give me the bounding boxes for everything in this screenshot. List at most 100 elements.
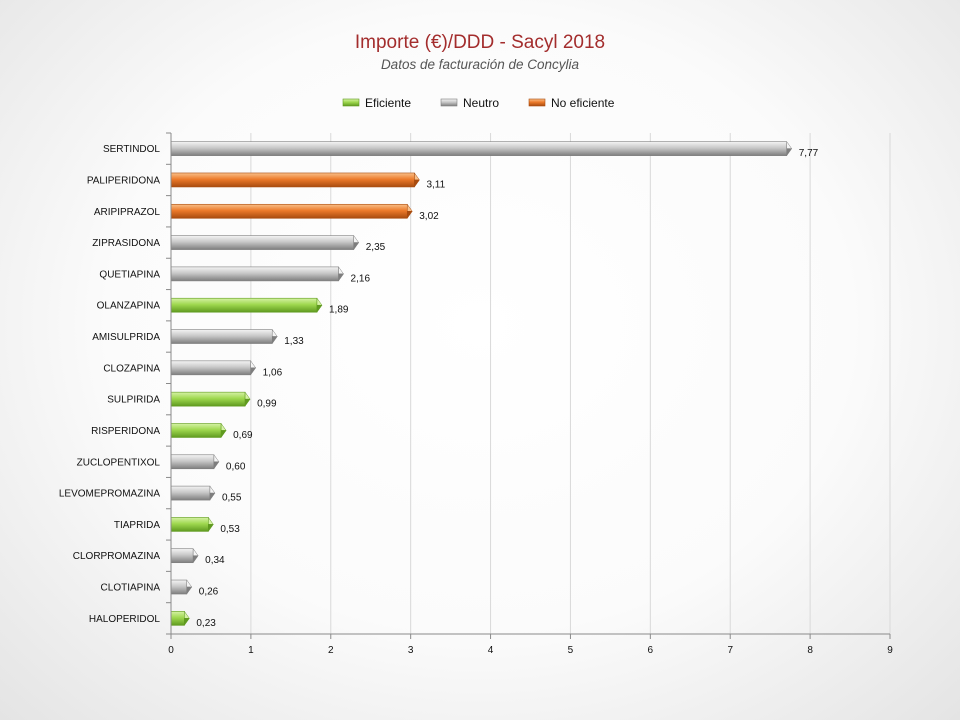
value-label: 0,34 xyxy=(205,555,225,566)
x-tick-label: 8 xyxy=(807,645,813,656)
category-label: AMISULPRIDA xyxy=(92,332,160,343)
bar xyxy=(170,391,246,407)
bar-cap xyxy=(244,398,251,407)
legend-item: No eficiente xyxy=(528,96,615,110)
bar xyxy=(170,203,408,219)
category-label: QUETIAPINA xyxy=(99,269,160,280)
legend-swatch xyxy=(528,98,546,107)
value-label: 1,33 xyxy=(284,336,304,347)
bar xyxy=(170,548,194,564)
bar xyxy=(170,360,251,376)
bar-cap xyxy=(250,360,257,369)
bar-cap xyxy=(208,516,214,525)
bar-cap xyxy=(244,391,251,400)
x-tick-label: 6 xyxy=(648,645,654,656)
bar-cap xyxy=(316,297,323,306)
bars: SERTINDOL 7,77 PALIPERIDONA 3,11 ARIPIPRAZOL… xyxy=(59,140,819,629)
chart-title: Importe (€)/DDD - Sacyl 2018 xyxy=(354,32,606,53)
category-label: SULPIRIDA xyxy=(107,395,160,406)
bar xyxy=(170,485,211,501)
category-label: RISPERIDONA xyxy=(91,426,160,437)
bar-cap xyxy=(192,555,199,564)
bar-cap xyxy=(786,148,793,157)
category-label: TIAPRIDA xyxy=(114,520,160,531)
bar-group: ZUCLOPENTIXOL 0,60 xyxy=(77,454,246,472)
bar-cap xyxy=(353,234,360,243)
bar xyxy=(170,266,339,282)
value-label: 0,99 xyxy=(257,399,277,410)
bar xyxy=(170,517,209,532)
bar-cap xyxy=(407,203,413,212)
value-label: 2,16 xyxy=(351,273,371,284)
category-label: CLOZAPINA xyxy=(103,363,160,374)
bar-cap xyxy=(272,336,278,345)
x-tick-label: 3 xyxy=(408,645,414,656)
bar-group: SULPIRIDA 0,99 xyxy=(107,391,277,410)
x-tick-label: 5 xyxy=(568,645,574,656)
category-label: SERTINDOL xyxy=(103,144,160,155)
legend-label: Eficiente xyxy=(365,96,411,110)
value-label: 0,53 xyxy=(220,524,240,535)
bar xyxy=(170,297,318,313)
bar-cap xyxy=(250,367,257,376)
bar xyxy=(170,423,222,438)
bar-cap xyxy=(316,304,323,313)
legend: Eficiente Neutro No eficiente xyxy=(342,96,615,110)
x-tick-label: 9 xyxy=(887,645,893,656)
x-tick-label: 0 xyxy=(168,645,174,656)
bar-cap xyxy=(186,586,193,595)
bar xyxy=(170,329,273,344)
bar-cap xyxy=(209,492,216,501)
category-label: CLOTIAPINA xyxy=(101,583,161,594)
bar-cap xyxy=(414,179,420,188)
category-label: ZIPRASIDONA xyxy=(92,238,160,249)
x-tick-label: 1 xyxy=(248,645,254,656)
value-label: 1,06 xyxy=(263,367,283,378)
bar-cap xyxy=(213,454,220,463)
bar-cap xyxy=(353,242,360,251)
bar-cap xyxy=(192,547,199,556)
category-label: PALIPERIDONA xyxy=(87,175,160,186)
bar-group: RISPERIDONA 0,69 xyxy=(91,422,253,441)
legend-label: Neutro xyxy=(463,96,499,110)
legend-swatch xyxy=(440,98,458,107)
bar-cap xyxy=(186,579,193,588)
x-tick-label: 4 xyxy=(488,645,494,656)
value-label: 0,26 xyxy=(199,587,219,598)
legend-label: No eficiente xyxy=(551,96,615,110)
legend-item: Neutro xyxy=(440,96,499,110)
bar-group: AMISULPRIDA 1,33 xyxy=(92,328,304,347)
bar-group: SERTINDOL 7,77 xyxy=(103,140,819,159)
bar-cap xyxy=(184,610,190,619)
value-label: 7,77 xyxy=(799,148,819,159)
bar-group: PALIPERIDONA 3,11 xyxy=(87,172,446,190)
bar-cap xyxy=(414,172,420,181)
bar-group: QUETIAPINA 2,16 xyxy=(99,266,371,284)
bar-cap xyxy=(220,430,227,439)
category-label: OLANZAPINA xyxy=(97,301,161,312)
bar-group: TIAPRIDA 0,53 xyxy=(114,516,240,535)
bar xyxy=(170,611,185,626)
bar xyxy=(170,141,788,156)
category-label: ZUCLOPENTIXOL xyxy=(77,457,161,468)
x-tick-label: 7 xyxy=(727,645,733,656)
legend-item: Eficiente xyxy=(342,96,411,110)
bar-cap xyxy=(213,461,220,470)
bar-cap xyxy=(272,328,278,337)
bar-cap xyxy=(220,422,227,431)
value-label: 0,69 xyxy=(233,430,253,441)
value-label: 2,35 xyxy=(366,242,386,253)
bar-group: CLORPROMAZINA 0,34 xyxy=(73,547,225,566)
category-label: ARIPIPRAZOL xyxy=(94,207,161,218)
bar-cap xyxy=(184,618,190,627)
bar-group: HALOPERIDOL 0,23 xyxy=(89,610,216,629)
legend-swatch xyxy=(342,98,360,107)
chart-subtitle: Datos de facturación de Concylia xyxy=(380,57,580,72)
bar-cap xyxy=(209,485,216,494)
bar xyxy=(170,172,415,188)
bar-group: OLANZAPINA 1,89 xyxy=(97,297,349,316)
bar-group: CLOTIAPINA 0,26 xyxy=(101,579,219,598)
category-label: LEVOMEPROMAZINA xyxy=(59,489,160,500)
bar-group: ZIPRASIDONA 2,35 xyxy=(92,234,386,253)
bar-group: ARIPIPRAZOL 3,02 xyxy=(94,203,439,222)
